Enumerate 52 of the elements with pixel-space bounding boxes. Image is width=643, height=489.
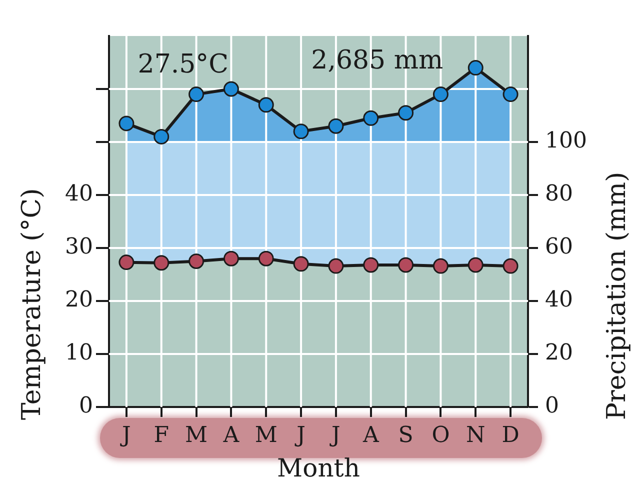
point — [118, 254, 134, 270]
y-tick-label: 40 — [65, 182, 93, 207]
x-tick-label: J — [330, 422, 340, 448]
point — [432, 86, 448, 102]
point — [363, 110, 379, 126]
annotation: 2,685 mm — [311, 46, 444, 76]
y2-tick-label: 40 — [545, 288, 573, 313]
y-tick-label: 10 — [65, 340, 93, 366]
x-tick-label: D — [502, 422, 520, 448]
point — [398, 105, 414, 121]
point — [258, 250, 274, 266]
y2-tick-label: 0 — [545, 394, 559, 419]
point — [293, 256, 309, 272]
x-axis-title: Month — [277, 454, 360, 482]
x-tick-label: F — [154, 422, 170, 448]
y2-axis-title: Precipitation (mm) — [602, 172, 632, 420]
point — [154, 255, 170, 271]
x-tick-label: A — [362, 422, 380, 448]
point — [328, 118, 344, 134]
point — [223, 250, 239, 266]
x-tick-label: N — [466, 422, 486, 448]
y2-tick-label: 20 — [545, 340, 573, 366]
x-tick-label: A — [222, 422, 240, 448]
x-tick-label: O — [432, 422, 450, 448]
x-tick-label: J — [294, 422, 306, 448]
point — [258, 97, 274, 113]
point — [502, 86, 518, 102]
point — [154, 128, 170, 144]
y2-tick-label: 60 — [545, 234, 573, 260]
point — [398, 257, 414, 273]
point — [188, 86, 204, 102]
point — [502, 258, 518, 274]
y-tick-label: 0 — [79, 394, 93, 419]
point — [468, 257, 484, 273]
point — [328, 258, 344, 274]
point — [363, 257, 379, 273]
point — [223, 81, 239, 97]
point — [293, 124, 309, 140]
annotation: 27.5°C — [138, 49, 229, 80]
y-tick-label: 30 — [65, 234, 93, 260]
point — [468, 60, 484, 76]
x-tick-label: J — [120, 422, 131, 448]
x-tick-label: M — [254, 422, 278, 448]
point — [432, 258, 448, 274]
y2-tick-label: 100 — [545, 128, 587, 154]
point — [118, 116, 134, 132]
x-tick-label: M — [185, 422, 208, 448]
y-tick-label: 20 — [65, 288, 93, 313]
point — [188, 254, 204, 269]
y2-tick-label: 80 — [545, 182, 573, 207]
x-tick-label: S — [398, 422, 414, 448]
y-axis-title: Temperature (°C) — [16, 188, 47, 420]
